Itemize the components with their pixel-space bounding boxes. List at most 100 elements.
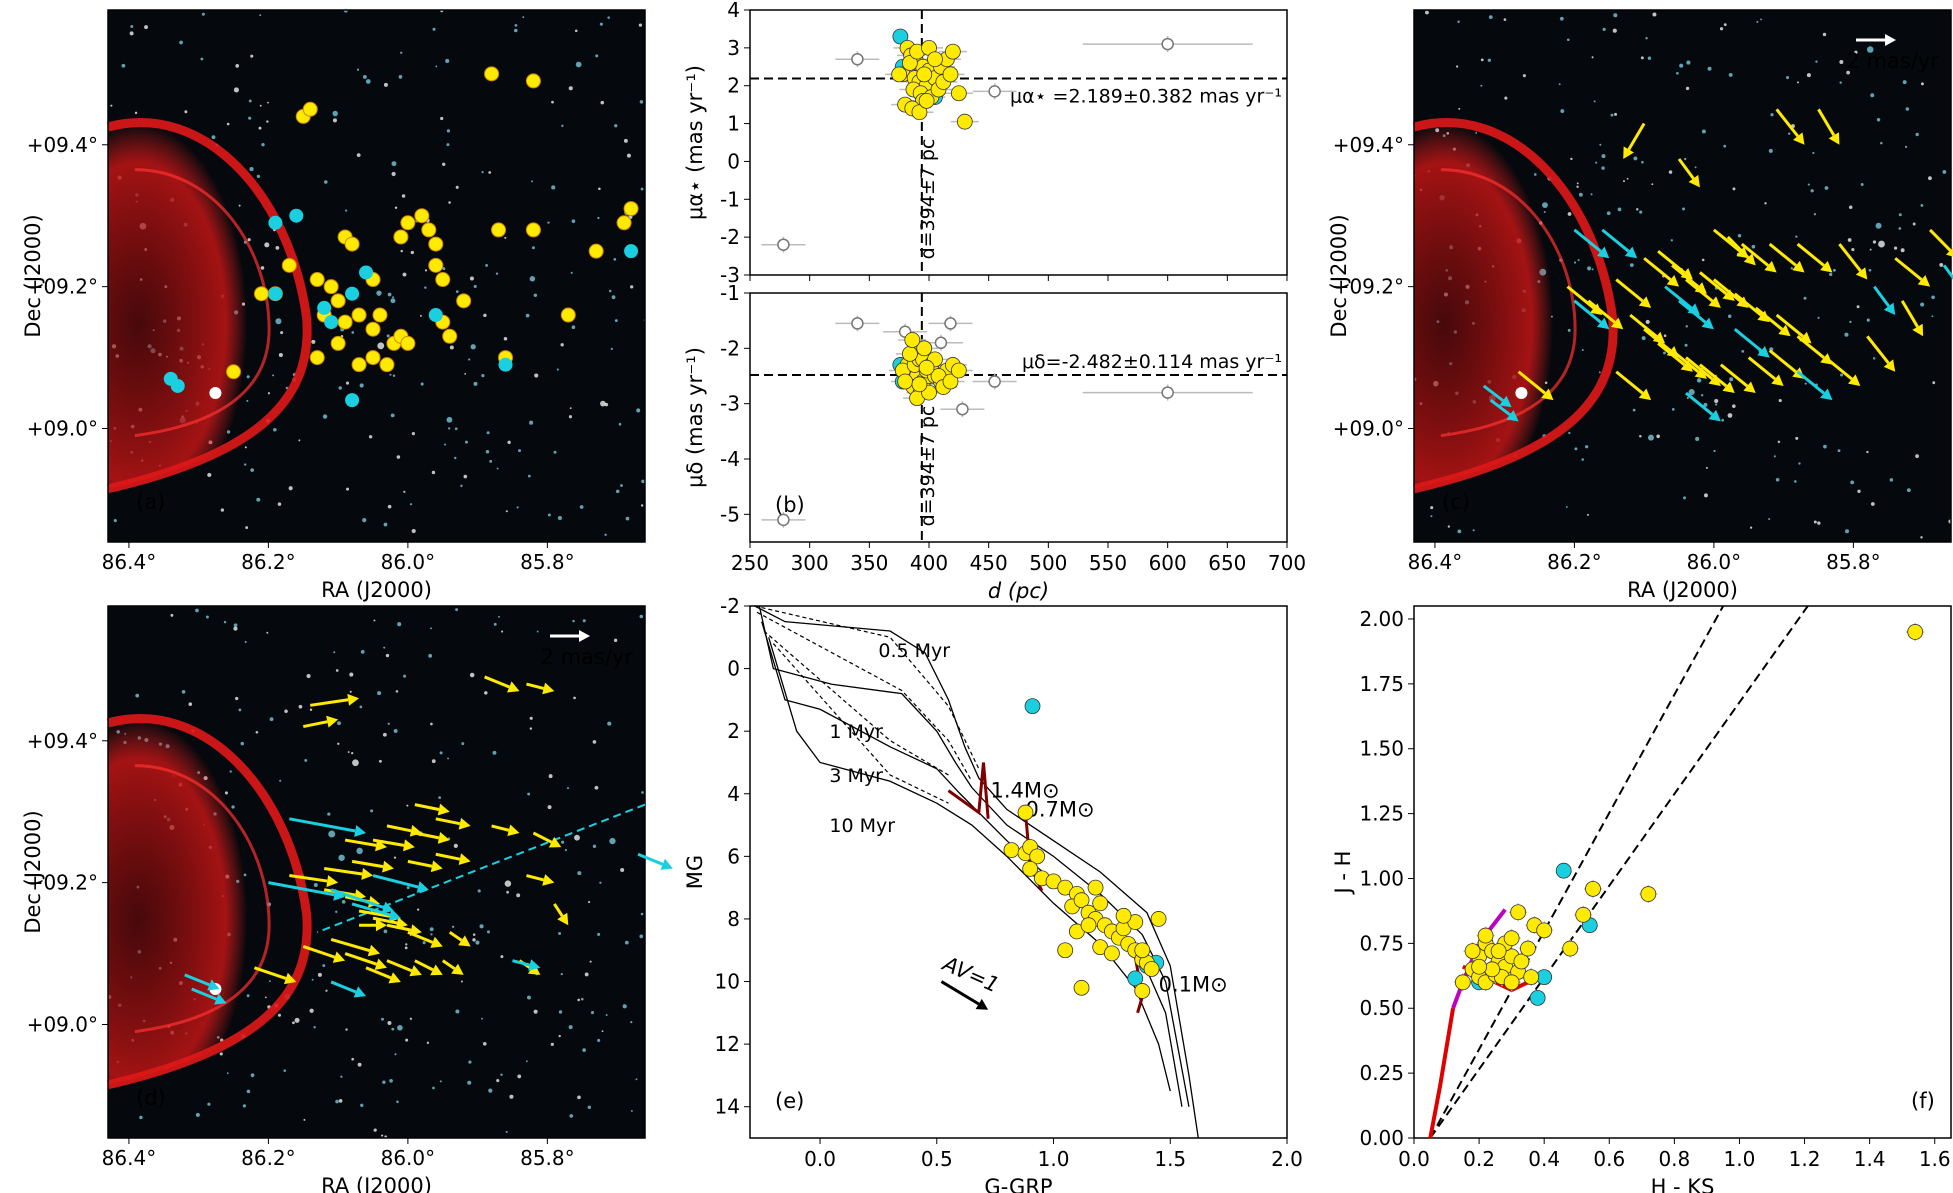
background-star bbox=[1487, 58, 1491, 62]
background-star bbox=[1931, 315, 1934, 318]
arrow-shaft bbox=[289, 817, 356, 833]
plot-frame bbox=[749, 605, 1288, 1139]
member-star-cyan bbox=[345, 286, 360, 301]
member-point-yellow bbox=[1029, 848, 1046, 865]
arrow-shaft bbox=[365, 966, 392, 980]
background-star bbox=[1868, 268, 1872, 272]
arrow-shaft bbox=[526, 682, 545, 690]
arrow-shaft bbox=[1657, 250, 1686, 274]
arrow-head bbox=[207, 979, 220, 991]
background-star bbox=[547, 221, 550, 224]
proper-motion-arrow bbox=[435, 852, 471, 866]
background-star bbox=[551, 100, 554, 104]
background-star bbox=[472, 938, 476, 942]
proper-motion-arrow bbox=[323, 866, 374, 880]
arrow-shaft bbox=[302, 945, 336, 959]
arrow-head bbox=[528, 959, 541, 971]
member-point-yellow bbox=[927, 51, 943, 68]
background-star bbox=[1601, 154, 1606, 159]
background-star bbox=[460, 980, 463, 983]
arrow-head bbox=[354, 825, 367, 837]
arrow-head bbox=[1596, 246, 1610, 259]
background-star bbox=[639, 934, 644, 939]
background-star bbox=[1823, 444, 1827, 449]
background-star bbox=[373, 1128, 377, 1132]
background-star bbox=[288, 486, 293, 491]
background-star bbox=[1749, 526, 1753, 529]
member-star-yellow bbox=[351, 307, 367, 323]
background-star bbox=[447, 757, 450, 760]
y-tick-label: 1.75 bbox=[1359, 672, 1404, 696]
nebula-filament bbox=[134, 168, 271, 438]
background-star bbox=[322, 414, 328, 419]
background-star bbox=[592, 740, 597, 744]
background-star bbox=[1942, 170, 1947, 174]
member-star-yellow bbox=[330, 293, 346, 309]
member-star-yellow bbox=[435, 272, 451, 288]
background-star bbox=[284, 709, 288, 713]
sky-frame bbox=[107, 9, 646, 543]
outlier-point bbox=[956, 402, 969, 416]
member-point-yellow bbox=[1464, 943, 1481, 960]
proper-motion-arrow bbox=[1677, 158, 1700, 188]
member-point-yellow bbox=[1092, 895, 1109, 912]
background-star bbox=[1857, 489, 1861, 493]
proper-motion-arrow bbox=[1517, 370, 1554, 401]
background-star bbox=[531, 180, 534, 183]
arrow-shaft bbox=[330, 937, 370, 952]
isochrone-dashed-track bbox=[756, 611, 973, 782]
background-star bbox=[1622, 180, 1625, 183]
member-point-yellow bbox=[1585, 880, 1601, 897]
y-tick-label: -1 bbox=[720, 281, 740, 305]
outlier-point bbox=[1161, 37, 1174, 51]
background-star bbox=[313, 883, 318, 888]
background-star bbox=[1641, 336, 1646, 341]
proper-motion-arrow bbox=[435, 817, 471, 830]
background-star bbox=[409, 1017, 413, 1020]
member-star-yellow bbox=[428, 257, 444, 273]
background-star bbox=[597, 216, 600, 220]
arrow-shaft bbox=[1566, 285, 1595, 310]
background-star bbox=[233, 623, 238, 627]
background-star bbox=[1815, 60, 1818, 63]
background-star bbox=[1645, 37, 1648, 40]
proper-motion-arrow bbox=[526, 682, 555, 695]
background-star bbox=[440, 116, 444, 121]
background-star bbox=[1610, 113, 1614, 117]
background-star bbox=[406, 886, 410, 890]
member-point-yellow bbox=[1477, 927, 1494, 944]
mean-pm-annotation: μδ=-2.482±0.114 mas yr⁻¹ bbox=[1022, 351, 1282, 373]
x-axis-label: d (pc) bbox=[988, 579, 1049, 603]
arrow-head bbox=[353, 986, 367, 998]
background-star bbox=[410, 250, 415, 255]
arrow-shaft bbox=[484, 675, 510, 689]
background-star bbox=[1795, 235, 1798, 238]
background-star bbox=[383, 82, 388, 87]
arrow-shaft bbox=[184, 973, 210, 987]
proper-motion-arrow bbox=[330, 937, 380, 957]
x-tick-label: 86.2° bbox=[241, 1146, 296, 1170]
x-tick-label: 1.0 bbox=[1724, 1147, 1756, 1171]
background-star bbox=[551, 185, 556, 190]
mean-pm-annotation: μα⋆ =2.189±0.382 mas yr⁻¹ bbox=[1010, 86, 1282, 108]
member-point-yellow bbox=[902, 55, 918, 71]
background-star bbox=[640, 912, 644, 916]
background-star bbox=[1684, 343, 1688, 347]
x-tick-label: 86.2° bbox=[1547, 550, 1602, 574]
proper-motion-arrow bbox=[1685, 356, 1721, 386]
member-point-cyan bbox=[892, 28, 909, 45]
background-star bbox=[589, 960, 592, 963]
background-star bbox=[1668, 170, 1673, 174]
member-point-yellow bbox=[1562, 940, 1579, 957]
background-star bbox=[1798, 462, 1801, 465]
arrow-head bbox=[1743, 381, 1756, 394]
background-star bbox=[574, 834, 580, 841]
member-point-yellow bbox=[944, 43, 961, 60]
background-star bbox=[401, 194, 406, 198]
member-point-yellow bbox=[1503, 930, 1520, 947]
background-star bbox=[383, 646, 386, 649]
background-star bbox=[516, 893, 521, 898]
background-star bbox=[1566, 38, 1570, 42]
member-star-yellow bbox=[484, 66, 500, 82]
background-star bbox=[1685, 325, 1688, 328]
